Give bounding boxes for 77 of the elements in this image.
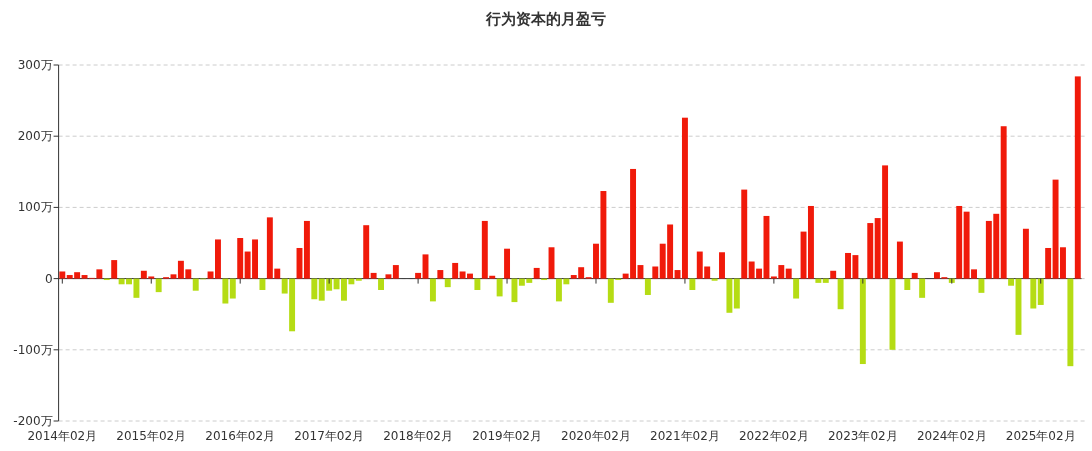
y-tick-label: -100万 xyxy=(13,342,53,357)
bar xyxy=(415,272,422,279)
bar xyxy=(511,278,518,303)
x-tick-label: 2019年02月 xyxy=(472,429,542,443)
bar xyxy=(859,278,866,365)
bar xyxy=(652,266,659,279)
bar xyxy=(444,278,451,288)
bar xyxy=(504,248,511,279)
bar xyxy=(392,265,399,279)
bar xyxy=(192,278,199,291)
x-tick-label: 2015年02月 xyxy=(116,429,187,443)
bar xyxy=(259,278,266,290)
y-tick-label: 200万 xyxy=(17,129,53,144)
bar xyxy=(385,274,392,279)
bar xyxy=(919,278,926,298)
bar xyxy=(155,278,162,293)
x-tick-label: 2024年02月 xyxy=(916,429,987,443)
chart-title: 行为资本的月盈亏 xyxy=(485,10,606,28)
x-tick-label: 2016年02月 xyxy=(205,429,276,443)
bar xyxy=(644,278,651,295)
bar xyxy=(496,278,503,297)
bar xyxy=(170,274,177,279)
bar xyxy=(681,117,688,279)
bar xyxy=(830,270,837,279)
x-tick-label: 2023年02月 xyxy=(827,429,898,443)
bar xyxy=(1037,278,1044,305)
bar xyxy=(978,278,985,293)
bar xyxy=(719,252,725,279)
x-tick-label: 2025年02月 xyxy=(1005,429,1076,443)
bar xyxy=(793,278,800,299)
bar xyxy=(904,278,911,290)
y-tick-label: 100万 xyxy=(17,200,53,215)
bar xyxy=(726,278,733,313)
bar xyxy=(363,225,370,279)
bar xyxy=(452,262,459,279)
bar xyxy=(303,220,310,279)
bar xyxy=(222,278,229,304)
x-tick-label: 2014年02月 xyxy=(27,429,98,443)
bar xyxy=(474,278,481,290)
bar xyxy=(355,278,362,281)
bar xyxy=(741,189,748,279)
bar xyxy=(311,278,318,300)
bar xyxy=(1022,228,1029,279)
bar xyxy=(711,278,718,281)
bar xyxy=(429,278,436,302)
bar xyxy=(733,278,740,309)
y-tick-label: 300万 xyxy=(17,58,53,72)
bar xyxy=(867,223,874,279)
bar xyxy=(1030,278,1037,309)
bar xyxy=(378,278,384,290)
x-tick-label: 2017年02月 xyxy=(294,429,365,443)
x-tick-label: 2018年02月 xyxy=(383,429,453,443)
bar xyxy=(370,272,377,279)
bar xyxy=(533,267,540,279)
bar xyxy=(111,260,118,279)
bar xyxy=(689,278,696,290)
bar xyxy=(896,241,903,279)
bar xyxy=(1000,126,1007,279)
bar xyxy=(837,278,844,310)
x-tick-label: 2020年02月 xyxy=(561,429,631,443)
bar xyxy=(822,278,829,283)
bar xyxy=(911,272,918,279)
bar xyxy=(237,238,244,279)
bar xyxy=(437,270,444,279)
bar xyxy=(59,271,66,279)
bar xyxy=(956,205,963,279)
y-tick-label: 0 xyxy=(44,271,53,286)
x-tick-label: 2021年02月 xyxy=(650,429,720,443)
y-tick-label: -200万 xyxy=(13,414,53,428)
bar xyxy=(785,268,792,279)
bar xyxy=(1045,247,1052,279)
bar xyxy=(1074,76,1081,279)
bar xyxy=(815,278,822,283)
bar xyxy=(229,278,236,299)
bar xyxy=(1008,278,1015,286)
x-tick-label: 2022年02月 xyxy=(738,429,809,443)
bar xyxy=(1067,278,1074,367)
